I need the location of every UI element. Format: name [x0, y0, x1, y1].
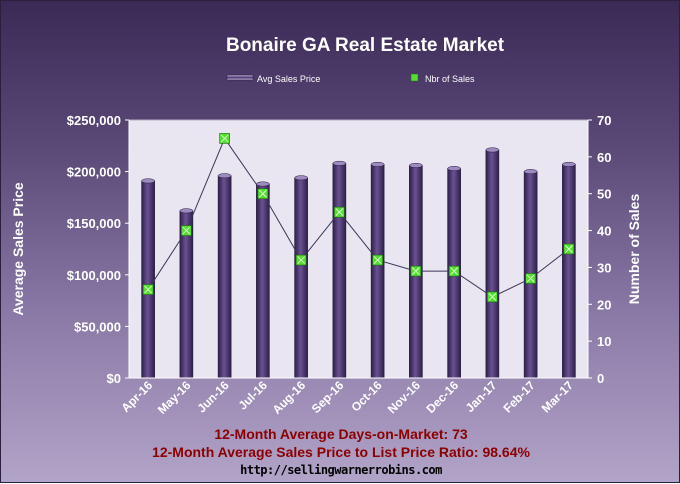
- sales-count-marker: [295, 254, 307, 266]
- legend-swatch-marker: [410, 73, 419, 82]
- x-tick-label: Jun-16: [194, 378, 231, 415]
- y-axis-title-right: Number of Sales: [626, 194, 642, 305]
- sales-count-marker: [448, 265, 460, 277]
- x-tick-label: Mar-17: [539, 378, 576, 415]
- bar-top: [409, 162, 423, 168]
- marker-sparkle: [259, 189, 267, 198]
- marker-sparkle: [412, 267, 420, 275]
- bar-top: [332, 160, 347, 166]
- bar-body: [370, 164, 385, 379]
- bar: [485, 147, 500, 379]
- bar-body: [256, 183, 270, 379]
- bar-top: [141, 178, 155, 184]
- sales-count-marker: [334, 206, 345, 218]
- bar-body: [332, 163, 347, 379]
- sales-count-marker: [487, 291, 498, 303]
- line-layer: [142, 133, 575, 303]
- bar: [217, 173, 232, 379]
- left-tick-label: $150,000: [67, 216, 121, 231]
- sales-count-marker: [219, 133, 230, 144]
- bar-top: [447, 166, 461, 171]
- bar-top: [523, 169, 538, 175]
- right-tick-label: 70: [597, 113, 611, 128]
- bar-body: [562, 164, 576, 379]
- sales-count-marker: [525, 273, 536, 284]
- right-tick-label: 20: [597, 297, 611, 312]
- right-tick-label: 40: [597, 224, 611, 239]
- marker-sparkle: [565, 245, 573, 253]
- x-tick-label: Oct-16: [348, 378, 385, 415]
- marker-sparkle: [297, 256, 305, 264]
- website-url[interactable]: http://sellingwarnerrobins.com: [240, 463, 442, 477]
- x-tick-label: Jul-16: [236, 378, 271, 413]
- right-tick-label: 0: [597, 371, 604, 386]
- x-tick-label: Apr-16: [118, 378, 155, 415]
- right-tick-label: 30: [597, 260, 611, 275]
- left-tick-label: $0: [107, 371, 121, 386]
- bar-top: [294, 175, 308, 181]
- bar-top: [217, 173, 232, 179]
- bar: [370, 161, 385, 379]
- marker-sparkle: [182, 226, 191, 235]
- bar-body: [217, 175, 232, 379]
- marker-sparkle: [144, 285, 152, 294]
- bar-top: [256, 181, 270, 187]
- bar-body: [179, 210, 194, 379]
- legend-label-avg-price: Avg Sales Price: [257, 74, 320, 84]
- bar: [141, 178, 155, 379]
- x-tick-label: May-16: [155, 378, 194, 417]
- bar-body: [141, 180, 155, 379]
- marker-sparkle: [526, 274, 535, 283]
- legend-label-nbr-sales: Nbr of Sales: [425, 74, 475, 84]
- sales-count-marker: [181, 225, 192, 236]
- left-tick-label: $50,000: [74, 319, 121, 334]
- days-on-market-note: 12-Month Average Days-on-Market: 73: [214, 426, 468, 442]
- right-tick-label: 60: [597, 150, 611, 165]
- x-tick-label: Dec-16: [424, 378, 462, 416]
- x-tick-label: Jan-17: [463, 378, 500, 415]
- legend: Avg Sales Price Nbr of Sales: [226, 73, 475, 84]
- legend-item-nbr-sales: Nbr of Sales: [410, 73, 475, 84]
- x-tick-label: Feb-17: [500, 378, 537, 415]
- sales-count-marker: [257, 188, 269, 200]
- legend-item-avg-price: Avg Sales Price: [226, 74, 320, 84]
- bar-top: [485, 147, 500, 153]
- bar-top: [562, 161, 576, 167]
- sales-count-marker: [142, 284, 154, 295]
- chart-title: Bonaire GA Real Estate Market: [226, 35, 505, 56]
- right-tick-label: 10: [597, 334, 611, 349]
- sales-count-line: [147, 137, 570, 298]
- bar: [562, 161, 576, 379]
- left-tick-label: $200,000: [67, 165, 121, 180]
- x-tick-label: Sep-16: [309, 378, 347, 416]
- left-tick-label: $100,000: [67, 268, 121, 283]
- right-tick-label: 50: [597, 187, 611, 202]
- legend-swatch-bar: [226, 74, 254, 81]
- marker-sparkle: [373, 256, 382, 264]
- marker-sparkle: [450, 267, 458, 275]
- y-axis-title-left: Average Sales Price: [10, 182, 26, 316]
- sales-count-marker: [410, 265, 422, 277]
- sales-count-marker: [563, 243, 575, 255]
- bar: [332, 160, 347, 379]
- marker-sparkle: [335, 208, 344, 216]
- x-tick-label: Nov-16: [385, 378, 423, 416]
- bar-top: [370, 161, 385, 167]
- x-tick-label: Aug-16: [270, 378, 309, 417]
- bar-body: [294, 177, 308, 379]
- sales-count-marker: [372, 254, 383, 266]
- plot-area: [128, 119, 589, 379]
- bar: [256, 181, 270, 379]
- bar-top: [179, 208, 194, 214]
- marker-sparkle: [220, 134, 229, 143]
- bar-body: [485, 149, 500, 379]
- left-tick-label: $250,000: [67, 113, 121, 128]
- marker-sparkle: [488, 293, 497, 301]
- price-ratio-note: 12-Month Average Sales Price to List Pri…: [152, 444, 530, 460]
- bar: [294, 175, 308, 379]
